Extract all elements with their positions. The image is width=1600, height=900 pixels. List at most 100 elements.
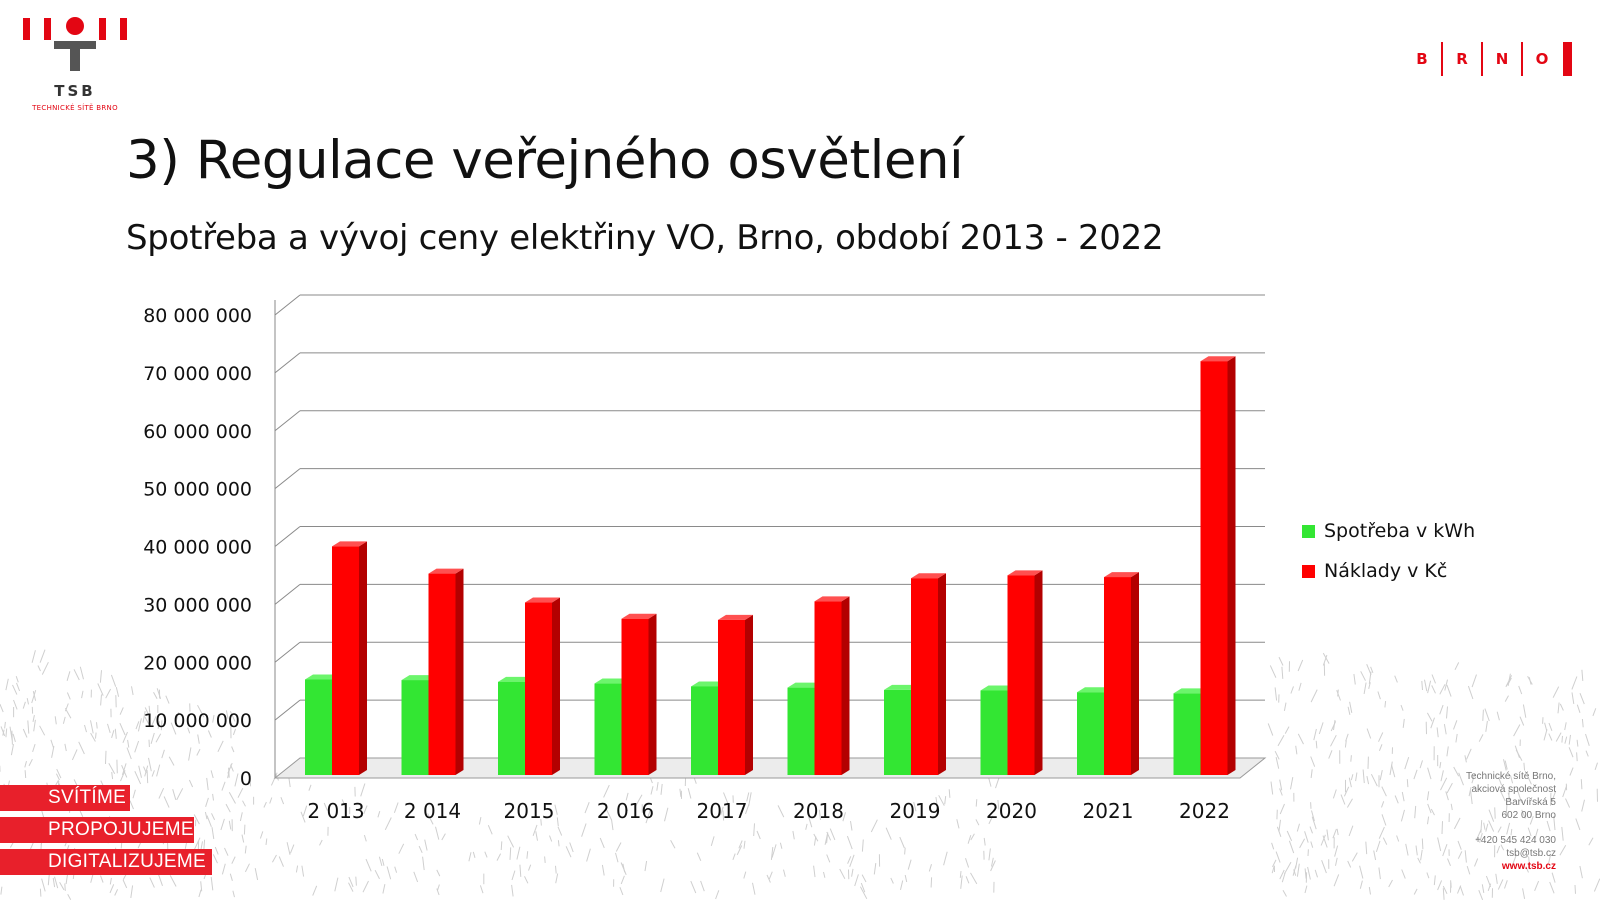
brno-end-bar — [1563, 42, 1572, 76]
bar-cost — [718, 619, 745, 775]
x-tick-label: 2 016 — [597, 799, 654, 823]
bar-consumption — [305, 679, 332, 775]
brno-letter-r: R — [1456, 50, 1468, 68]
y-tick-label: 20 000 000 — [143, 652, 252, 674]
bar-cost — [428, 573, 456, 775]
legend-swatch-consumption — [1302, 524, 1315, 538]
bar-consumption — [1077, 692, 1104, 775]
bar-cost — [1200, 361, 1228, 775]
contact-gap — [1466, 822, 1556, 834]
bar-consumption — [594, 683, 622, 775]
bar-consumption-top — [594, 678, 630, 684]
x-tick-label: 2017 — [697, 799, 748, 823]
bar-consumption — [1173, 693, 1201, 775]
tsb-logo-icon — [23, 17, 127, 71]
bar-cost-top — [428, 568, 464, 574]
bar-cost-side — [938, 573, 946, 775]
legend-item-cost: Náklady v Kč — [1302, 560, 1475, 582]
contact-phone: +420 545 424 030 — [1475, 835, 1556, 846]
slogan-tags: SVÍTÍME PROPOJUJEME DIGITALIZUJEME — [0, 785, 212, 881]
contact-street: Barvířská 5 — [1505, 797, 1556, 808]
bar-cost-top — [718, 614, 753, 620]
bar-cost-top — [525, 597, 560, 603]
tsb-logo-subtitle: TECHNICKÉ SÍTĚ BRNO — [32, 104, 118, 112]
bar-cost-top — [1200, 356, 1236, 362]
bar-consumption-top — [498, 676, 533, 682]
bar-cost-side — [1131, 572, 1139, 775]
y-tick-label: 30 000 000 — [143, 594, 252, 616]
gridline-depth — [274, 294, 301, 316]
slide-title: 3) Regulace veřejného osvětlení — [126, 130, 964, 191]
bar-cost — [525, 602, 552, 775]
gridline-depth — [274, 526, 301, 547]
bar-consumption — [691, 686, 718, 775]
y-tick-label: 80 000 000 — [143, 305, 252, 327]
bar-cost — [621, 618, 649, 775]
bar-cost-top — [911, 573, 946, 579]
legend-label-cost: Náklady v Kč — [1324, 560, 1448, 582]
bar-cost-side — [1227, 356, 1236, 775]
brno-logo: B R N O — [1411, 42, 1572, 76]
bar-cost-side — [359, 541, 367, 775]
bar-cost-top — [1007, 570, 1043, 576]
contact-info: Technické sítě Brno, akciová společnost … — [1466, 770, 1556, 873]
bar-consumption — [980, 690, 1008, 775]
legend-item-consumption: Spotřeba v kWh — [1302, 520, 1475, 542]
bar-consumption-top — [884, 684, 919, 690]
gridline-depth — [274, 583, 301, 605]
gridline-depth — [274, 410, 301, 432]
x-tick-label: 2019 — [890, 799, 941, 823]
bar-cost — [1007, 575, 1035, 775]
bar-cost-side — [552, 597, 560, 775]
gridline-depth — [274, 352, 301, 374]
bar-consumption-top — [691, 681, 726, 687]
y-tick-label: 0 — [240, 768, 252, 790]
tag-propojujeme: PROPOJUJEME — [0, 817, 194, 843]
contact-company-type: akciová společnost — [1471, 784, 1557, 795]
x-tick-label: 2 014 — [404, 799, 461, 823]
y-tick-label: 70 000 000 — [143, 363, 252, 385]
x-tick-label: 2021 — [1083, 799, 1134, 823]
bar-cost — [814, 601, 842, 775]
brno-letter-b: B — [1416, 50, 1428, 68]
x-tick-label: 2020 — [986, 799, 1037, 823]
y-tick-label: 10 000 000 — [143, 710, 252, 732]
bar-consumption — [401, 680, 429, 775]
gridline-depth — [274, 699, 301, 721]
bar-cost-top — [332, 541, 367, 547]
contact-city: 602 00 Brno — [1501, 810, 1557, 821]
y-tick-label: 40 000 000 — [143, 537, 252, 559]
brno-letter-o: O — [1535, 50, 1549, 68]
brno-letter-n: N — [1495, 50, 1509, 68]
legend-swatch-cost — [1302, 564, 1315, 578]
bar-cost-top — [621, 613, 657, 619]
bar-consumption — [498, 681, 525, 775]
contact-email: tsb@tsb.cz — [1506, 848, 1556, 859]
bar-cost-side — [841, 596, 850, 775]
brno-divider — [1441, 42, 1443, 76]
y-tick-label: 60 000 000 — [143, 421, 252, 443]
contact-web-link[interactable]: www.tsb.cz — [1501, 861, 1556, 872]
bar-cost-side — [648, 613, 657, 775]
bar-consumption-top — [401, 675, 437, 681]
chart-legend: Spotřeba v kWh Náklady v Kč — [1302, 520, 1475, 600]
tag-svitime: SVÍTÍME — [0, 785, 130, 811]
brno-divider — [1521, 42, 1523, 76]
bar-consumption-top — [1077, 687, 1112, 693]
bar-cost-top — [814, 596, 850, 602]
gridline-depth — [274, 468, 301, 490]
bar-cost — [1104, 577, 1131, 775]
bar-cost-side — [1034, 570, 1043, 775]
x-tick-label: 2 013 — [307, 799, 364, 823]
x-tick-label: 2022 — [1179, 799, 1230, 823]
brno-divider — [1481, 42, 1483, 76]
legend-label-consumption: Spotřeba v kWh — [1324, 520, 1476, 542]
bar-cost-side — [455, 568, 464, 775]
bar-consumption-top — [787, 682, 823, 688]
bar-consumption-top — [980, 685, 1016, 691]
contact-company: Technické sítě Brno, — [1465, 771, 1556, 782]
bar-cost-top — [1104, 572, 1139, 578]
tag-digitalizujeme: DIGITALIZUJEME — [0, 849, 212, 875]
gridline-depth — [274, 641, 301, 663]
